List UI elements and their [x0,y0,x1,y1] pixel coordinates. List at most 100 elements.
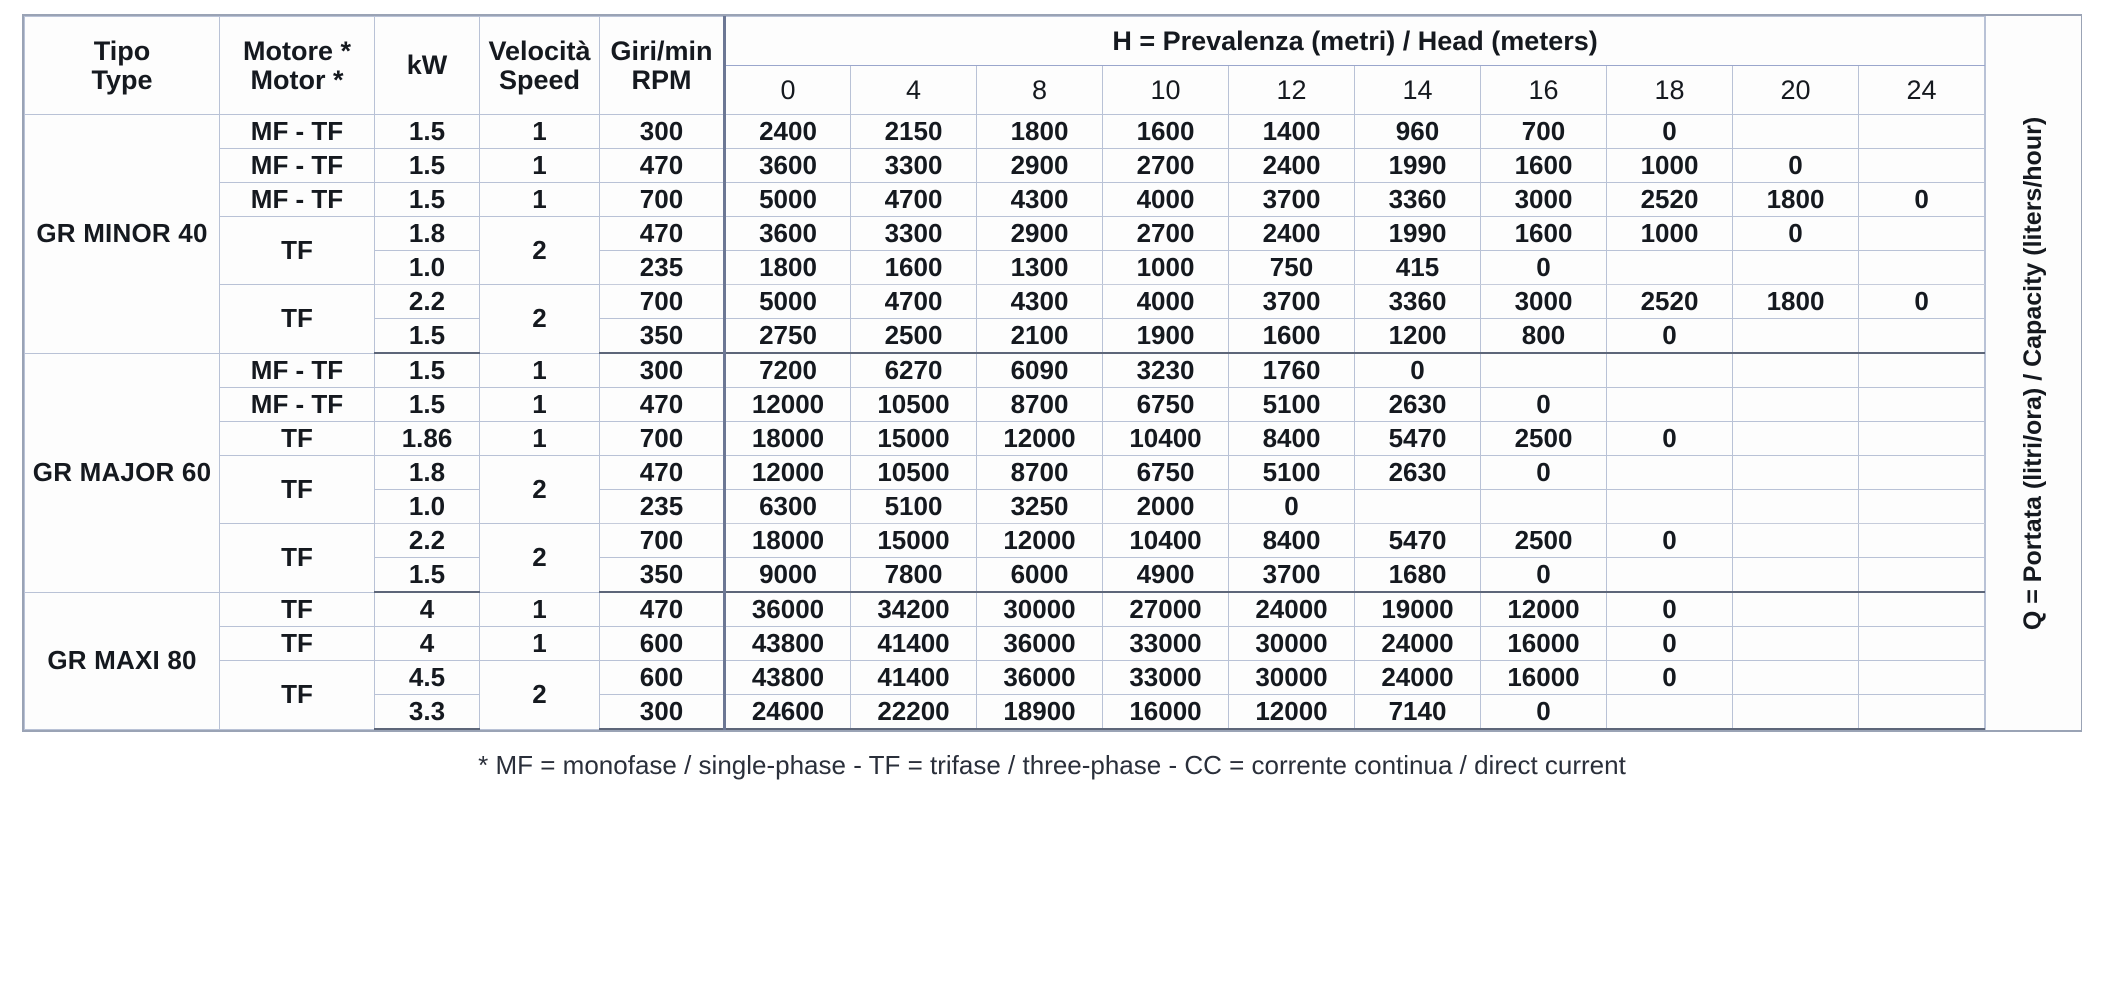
capacity-value-cell [1857,523,1986,558]
capacity-value-cell: 12000 [723,387,851,422]
capacity-value-cell [1857,489,1986,524]
capacity-value-cell: 0 [1480,455,1607,490]
header-head-value: 4 [850,65,977,115]
rpm-cell: 700 [599,421,725,456]
capacity-value-cell: 0 [1606,318,1733,354]
rpm-cell: 235 [599,250,725,285]
capacity-value-cell: 10400 [1102,523,1229,558]
kw-cell: 4 [374,626,480,661]
capacity-value-cell: 22200 [850,694,977,730]
capacity-value-cell [1732,114,1859,149]
capacity-value-cell [1857,114,1986,149]
header-head-group: H = Prevalenza (metri) / Head (meters) [722,16,1986,66]
motor-cell: TF [219,216,375,285]
kw-cell: 1.5 [374,557,480,593]
capacity-value-cell [1606,557,1733,593]
capacity-value-cell: 0 [1606,660,1733,695]
capacity-value-cell: 36000 [723,591,851,627]
capacity-value-cell: 18000 [723,421,851,456]
table-row: TF 4.5 2 600 43800 41400 36000 33000 30000 24000 1… [25,660,1986,730]
rpm-cell: 470 [599,148,725,183]
table-header: Tipo Type Motore * Motor * kW Velocità S… [24,16,1986,115]
motor-cell: MF - TF [219,114,375,149]
capacity-value-cell: 3700 [1228,182,1355,217]
capacity-value-cell: 2630 [1354,387,1481,422]
capacity-value-cell: 3300 [850,216,977,251]
capacity-value-cell: 1800 [1732,182,1859,217]
motor-cell: TF [219,455,375,524]
capacity-value-cell: 7140 [1354,694,1481,730]
rpm-cell: 300 [599,352,725,388]
capacity-value-cell: 12000 [976,421,1103,456]
capacity-value-cell: 3000 [1480,284,1607,319]
capacity-value-cell: 5000 [723,284,851,319]
capacity-value-cell: 5000 [723,182,851,217]
motor-cell: TF [219,421,375,456]
capacity-value-cell: 3700 [1228,557,1355,593]
product-type-cell: GR MAJOR 60 [24,352,220,593]
capacity-value-cell: 6750 [1102,387,1229,422]
table-row: GR MINOR 40 MF - TF 1.5 1 300 2400 2150 1800 160… [24,114,1986,354]
header-speed: Velocità Speed [479,16,600,115]
table-row: MF - TF 1.5 1 470 12000 10500 8700 6750 5100 2630… [25,387,1986,422]
capacity-value-cell: 2100 [976,318,1103,354]
header-type-en: Type [91,64,153,95]
capacity-value-cell: 5100 [1228,455,1355,490]
capacity-value-cell: 2700 [1102,216,1229,251]
table-row: 1.0 235 6300 5100 3250 2000 0 [25,489,1986,524]
capacity-value-cell: 3600 [723,148,851,183]
rpm-cell: 350 [599,318,725,354]
capacity-value-cell: 16000 [1480,626,1607,661]
rpm-cell: 300 [599,694,725,730]
capacity-value-cell [1606,387,1733,422]
capacity-value-cell: 24600 [723,694,851,730]
rpm-cell: 700 [599,284,725,319]
speed-cell: 2 [479,660,600,730]
legend-footnote: * MF = monofase / single-phase - TF = tr… [22,750,2082,781]
capacity-value-cell: 2900 [976,148,1103,183]
speed-cell: 1 [479,626,600,661]
capacity-value-cell: 5470 [1354,523,1481,558]
capacity-value-cell: 5100 [1228,387,1355,422]
capacity-value-cell [1606,489,1733,524]
capacity-value-cell: 24000 [1354,626,1481,661]
capacity-value-cell: 2400 [723,114,851,149]
capacity-value-cell [1732,591,1859,627]
capacity-value-cell: 43800 [723,660,851,695]
capacity-value-cell: 8400 [1228,523,1355,558]
product-type-cell: GR MINOR 40 [24,114,220,354]
capacity-value-cell: 41400 [850,660,977,695]
capacity-value-cell: 4000 [1102,284,1229,319]
kw-cell: 2.2 [374,284,480,319]
capacity-value-cell: 1600 [1480,216,1607,251]
capacity-value-cell: 6750 [1102,455,1229,490]
header-head-value: 10 [1102,65,1229,115]
capacity-value-cell: 0 [1606,421,1733,456]
capacity-value-cell: 0 [1480,694,1607,730]
kw-cell: 1.0 [374,250,480,285]
speed-cell: 2 [479,523,600,593]
speed-cell: 1 [479,114,600,149]
capacity-value-cell: 5470 [1354,421,1481,456]
motor-cell: MF - TF [219,148,375,183]
motor-cell: TF [219,660,375,730]
capacity-value-cell: 6300 [723,489,851,524]
header-motor: Motore * Motor * [219,16,375,115]
motor-cell: TF [219,626,375,661]
capacity-value-cell: 36000 [976,660,1103,695]
kw-cell: 1.8 [374,216,480,251]
capacity-value-cell [1606,352,1733,388]
capacity-value-cell [1732,455,1859,490]
header-speed-it: Velocità [488,36,591,67]
kw-cell: 3.3 [374,694,480,730]
capacity-value-cell: 3230 [1102,352,1229,388]
capacity-value-cell: 1000 [1102,250,1229,285]
motor-cell: TF [219,523,375,593]
speed-cell: 2 [479,455,600,524]
capacity-value-cell: 2000 [1102,489,1229,524]
table-row: TF 4 1 600 43800 41400 36000 33000 30000 24000 160… [25,626,1986,661]
table-row: 1.5 350 9000 7800 6000 4900 3700 1680 0 [25,557,1986,593]
capacity-value-cell: 6090 [976,352,1103,388]
speed-cell: 2 [479,216,600,285]
capacity-value-cell: 1900 [1102,318,1229,354]
